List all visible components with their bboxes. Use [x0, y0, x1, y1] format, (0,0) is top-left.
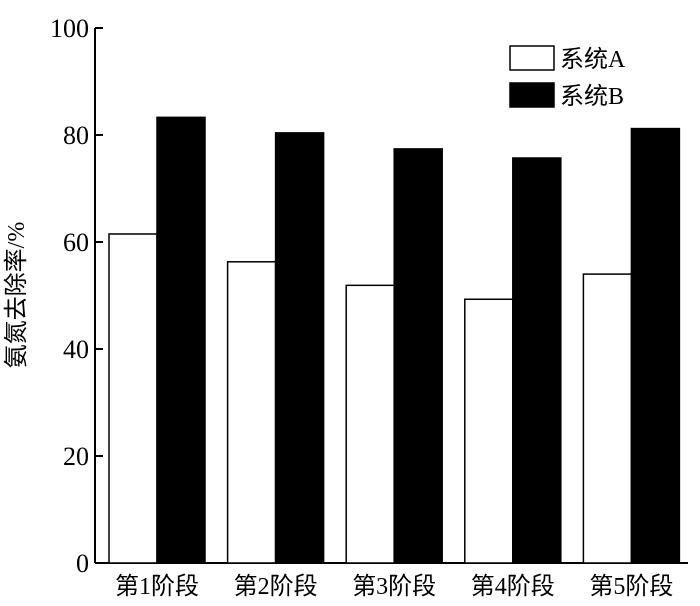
- bar-system-b: [630, 127, 681, 564]
- legend-swatch: [509, 82, 555, 108]
- x-tick-label: 第1阶段: [115, 573, 199, 600]
- bar-system-a: [226, 261, 277, 564]
- x-tick-label: 第2阶段: [234, 573, 318, 600]
- bar-system-b: [393, 148, 443, 564]
- y-tick-label: 80: [63, 121, 89, 150]
- y-tick-label: 100: [50, 14, 89, 43]
- bar-system-b: [274, 132, 325, 564]
- y-tick-label: 40: [63, 335, 89, 364]
- bar-system-a: [582, 273, 633, 564]
- y-tick-label: 20: [63, 442, 89, 471]
- legend-label: 系统A: [560, 46, 626, 73]
- x-tick-label: 第5阶段: [589, 573, 673, 600]
- legend-label: 系统B: [560, 83, 624, 110]
- bar-system-b: [156, 116, 206, 564]
- bar-system-b: [512, 157, 562, 564]
- bar-system-a: [345, 284, 395, 564]
- legend: 系统A 系统B: [509, 45, 626, 110]
- bar-system-a: [464, 298, 514, 564]
- y-tick-label: 60: [63, 228, 89, 257]
- x-tick-label: 第4阶段: [471, 573, 555, 600]
- ticks: 0 20 40 60 80 100 第1阶段 第2阶段 第3阶段 第4阶段 第5阶段: [50, 14, 673, 600]
- y-axis-label: 氨氮去除率/%: [3, 222, 30, 369]
- x-tick-label: 第3阶段: [352, 573, 436, 600]
- bars: [108, 116, 681, 564]
- legend-swatch: [509, 45, 555, 71]
- bar-system-a: [108, 233, 158, 564]
- y-tick-label: 0: [76, 549, 89, 578]
